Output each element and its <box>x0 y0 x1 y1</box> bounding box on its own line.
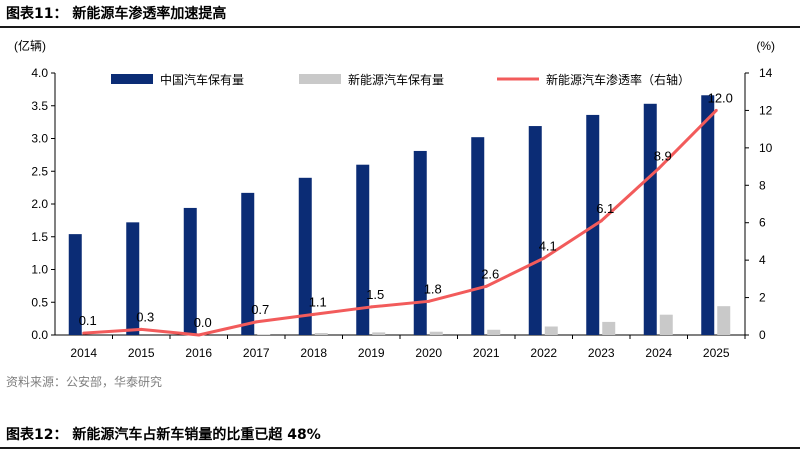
x-tick-label: 2023 <box>588 346 615 360</box>
bar-nev-vehicles <box>602 321 616 335</box>
penetration-rate-data-label: 8.9 <box>654 148 672 163</box>
legend-swatch-nev <box>299 74 341 84</box>
x-tick-label: 2021 <box>473 346 500 360</box>
left-tick-label: 4.0 <box>31 66 48 80</box>
bar-nev-vehicles <box>717 306 731 335</box>
penetration-rate-point <box>369 305 373 309</box>
penetration-rate-point <box>254 320 258 324</box>
penetration-rate-point <box>139 327 143 331</box>
bar-nev-vehicles <box>257 334 271 335</box>
bar-total-vehicles <box>413 150 427 335</box>
x-tick-label: 2022 <box>530 346 557 360</box>
left-tick-label: 3.0 <box>31 132 48 146</box>
left-tick-label: 1.5 <box>31 230 48 244</box>
bar-nev-vehicles <box>429 331 443 335</box>
bar-nev-vehicles <box>372 332 386 335</box>
legend-swatch-total <box>111 74 153 84</box>
left-tick-label: 3.5 <box>31 99 48 113</box>
bar-total-vehicles <box>643 103 657 335</box>
penetration-rate-point <box>657 166 661 170</box>
bar-total-vehicles <box>356 164 370 335</box>
left-tick-label: 2.5 <box>31 164 48 178</box>
left-axis-title: (亿辆) <box>14 38 46 53</box>
penetration-rate-data-label: 2.6 <box>481 266 499 281</box>
penetration-rate-data-label: 1.1 <box>309 294 327 309</box>
x-tick-label: 2024 <box>645 346 672 360</box>
penetration-rate-data-label: 0.1 <box>79 313 97 328</box>
right-axis-title: (%) <box>756 39 775 53</box>
legend-label-total: 中国汽车保有量 <box>160 72 244 87</box>
bar-nev-vehicles <box>487 329 501 335</box>
penetration-rate-data-label: 6.1 <box>596 201 614 216</box>
bar-nev-vehicles <box>314 333 328 335</box>
right-tick-label: 6 <box>759 216 766 230</box>
penetration-rate-data-label: 1.8 <box>424 281 442 296</box>
bar-total-vehicles <box>183 207 197 335</box>
penetration-rate-line <box>83 109 718 337</box>
bar-total-vehicles <box>701 95 715 336</box>
penetration-rate-point <box>542 256 546 260</box>
bar-nev-vehicles <box>544 326 558 335</box>
penetration-rate-point <box>714 108 718 112</box>
right-tick-label: 10 <box>759 141 773 155</box>
right-tick-label: 14 <box>759 66 773 80</box>
x-tick-label: 2014 <box>70 346 97 360</box>
x-tick-label: 2016 <box>185 346 212 360</box>
penetration-rate-data-label: 12.0 <box>708 90 733 105</box>
next-title-rule <box>0 447 800 449</box>
x-tick-label: 2025 <box>703 346 730 360</box>
x-tick-label: 2017 <box>243 346 270 360</box>
penetration-rate-data-label: 0.7 <box>251 302 269 317</box>
penetration-rate-data-label: 4.1 <box>539 238 557 253</box>
source-note: 资料来源：公安部，华泰研究 <box>6 375 163 389</box>
right-tick-label: 0 <box>759 328 766 342</box>
x-tick-label: 2015 <box>128 346 155 360</box>
legend-label-rate: 新能源汽车渗透率（右轴） <box>546 72 690 87</box>
bar-total-vehicles <box>528 126 542 336</box>
penetration-rate-data-label: 1.5 <box>366 287 384 302</box>
penetration-rate-data-label: 0.0 <box>194 315 212 330</box>
right-tick-label: 2 <box>759 291 766 305</box>
title-rule <box>0 26 800 28</box>
x-tick-label: 2019 <box>358 346 385 360</box>
left-tick-label: 0.5 <box>31 295 48 309</box>
right-tick-label: 12 <box>759 103 773 117</box>
bar-total-vehicles <box>126 222 140 335</box>
left-tick-label: 0.0 <box>31 328 48 342</box>
left-tick-label: 1.0 <box>31 263 48 277</box>
bar-total-vehicles <box>241 192 255 335</box>
penetration-rate-point <box>484 284 488 288</box>
left-tick-label: 2.0 <box>31 197 48 211</box>
bar-total-vehicles <box>471 137 485 335</box>
x-tick-label: 2020 <box>415 346 442 360</box>
next-figure-title: 图表12： 新能源汽车占新车销量的比重已超 48% <box>6 427 321 443</box>
penetration-rate-point <box>197 333 201 337</box>
figure-title: 图表11： 新能源车渗透率加速提高 <box>6 6 227 22</box>
penetration-rate-point <box>427 299 431 303</box>
right-tick-label: 4 <box>759 253 766 267</box>
bar-nev-vehicles <box>659 314 673 335</box>
right-tick-label: 8 <box>759 178 766 192</box>
penetration-rate-point <box>82 331 86 335</box>
penetration-rate-point <box>599 219 603 223</box>
penetration-rate-point <box>312 312 316 316</box>
bar-total-vehicles <box>298 177 312 335</box>
bar-total-vehicles <box>68 234 82 335</box>
legend-label-nev: 新能源汽车保有量 <box>348 72 444 87</box>
penetration-rate-data-label: 0.3 <box>136 309 154 324</box>
chart: (亿辆) (%) 0.0 0.5 1.0 1.5 2.0 2.5 3.0 3.5 4.0 0 2 4 6 8 1… <box>14 38 775 360</box>
x-tick-label: 2018 <box>300 346 327 360</box>
